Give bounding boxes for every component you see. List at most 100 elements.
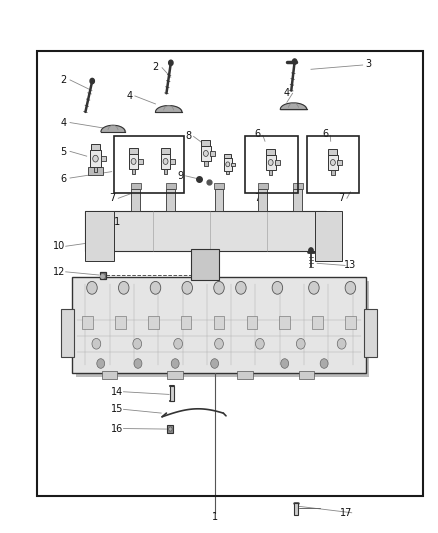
Bar <box>90 150 101 167</box>
Bar <box>132 169 135 174</box>
Circle shape <box>134 359 142 368</box>
Bar <box>258 189 267 211</box>
Text: 3: 3 <box>365 59 371 69</box>
Circle shape <box>171 359 179 368</box>
Text: 11: 11 <box>109 217 121 227</box>
Text: 14: 14 <box>111 387 124 397</box>
Bar <box>328 155 338 170</box>
Text: 7: 7 <box>110 193 116 203</box>
Text: 6: 6 <box>322 130 328 139</box>
Bar <box>226 171 229 174</box>
Bar <box>161 154 170 169</box>
Text: 7: 7 <box>254 193 261 203</box>
Bar <box>307 136 359 193</box>
Bar <box>293 189 302 211</box>
Bar <box>161 148 170 154</box>
Bar <box>312 316 323 329</box>
Circle shape <box>320 359 328 368</box>
Text: 10: 10 <box>53 241 65 251</box>
Bar <box>204 161 208 166</box>
Bar <box>247 316 257 329</box>
Bar <box>129 154 138 169</box>
Bar <box>131 189 140 211</box>
Bar <box>114 136 184 193</box>
Circle shape <box>87 281 97 294</box>
Text: 13: 13 <box>344 260 357 270</box>
Bar <box>215 189 223 211</box>
Circle shape <box>92 338 101 349</box>
Circle shape <box>203 150 208 157</box>
Text: 2: 2 <box>152 62 159 71</box>
Bar <box>275 160 280 165</box>
Bar <box>279 316 290 329</box>
Bar <box>191 249 219 280</box>
Bar <box>166 183 176 189</box>
Bar <box>82 316 93 329</box>
Circle shape <box>297 338 305 349</box>
Circle shape <box>345 281 356 294</box>
Bar <box>345 316 356 329</box>
Text: 16: 16 <box>111 424 124 433</box>
Circle shape <box>174 338 183 349</box>
Circle shape <box>211 359 219 368</box>
Text: 4: 4 <box>284 88 290 98</box>
Circle shape <box>163 158 168 165</box>
Bar <box>138 159 143 164</box>
Bar <box>170 159 175 164</box>
Circle shape <box>268 159 273 166</box>
Bar <box>88 167 103 175</box>
Bar <box>364 309 377 357</box>
Text: 17: 17 <box>340 508 352 518</box>
Text: 6: 6 <box>60 174 67 183</box>
Circle shape <box>293 59 297 64</box>
Bar <box>170 386 174 401</box>
Bar <box>76 281 369 377</box>
Bar <box>237 371 253 379</box>
Circle shape <box>118 281 129 294</box>
Bar <box>91 144 100 150</box>
Bar <box>148 316 159 329</box>
Bar <box>72 277 366 373</box>
Bar <box>214 316 224 329</box>
Bar <box>201 146 211 161</box>
Text: 6: 6 <box>254 130 261 139</box>
FancyBboxPatch shape <box>85 211 326 251</box>
Bar <box>266 155 276 170</box>
Circle shape <box>97 359 105 368</box>
Bar <box>210 151 215 156</box>
Circle shape <box>214 281 224 294</box>
Bar <box>331 170 335 175</box>
Text: 12: 12 <box>53 267 65 277</box>
Bar <box>293 183 303 189</box>
Circle shape <box>272 281 283 294</box>
Bar <box>37 51 423 496</box>
Bar <box>299 371 314 379</box>
Bar <box>167 371 183 379</box>
Circle shape <box>150 281 161 294</box>
Bar <box>201 140 210 146</box>
Circle shape <box>90 78 95 84</box>
Bar <box>101 156 106 161</box>
Circle shape <box>133 338 141 349</box>
Bar <box>181 316 191 329</box>
Bar <box>115 316 126 329</box>
Circle shape <box>131 158 136 165</box>
Circle shape <box>255 338 264 349</box>
Bar <box>214 183 224 189</box>
Text: 5: 5 <box>60 147 67 157</box>
Circle shape <box>236 281 246 294</box>
Circle shape <box>309 248 313 253</box>
Bar <box>266 149 275 155</box>
Circle shape <box>330 159 336 166</box>
Bar <box>337 160 342 165</box>
Text: 15: 15 <box>111 405 124 414</box>
Bar <box>100 272 106 279</box>
Circle shape <box>337 338 346 349</box>
Bar <box>129 148 138 154</box>
Text: 4: 4 <box>60 118 67 127</box>
Circle shape <box>281 359 289 368</box>
Circle shape <box>93 155 98 162</box>
Bar <box>245 136 298 193</box>
Bar <box>224 158 232 171</box>
Bar <box>315 211 342 261</box>
